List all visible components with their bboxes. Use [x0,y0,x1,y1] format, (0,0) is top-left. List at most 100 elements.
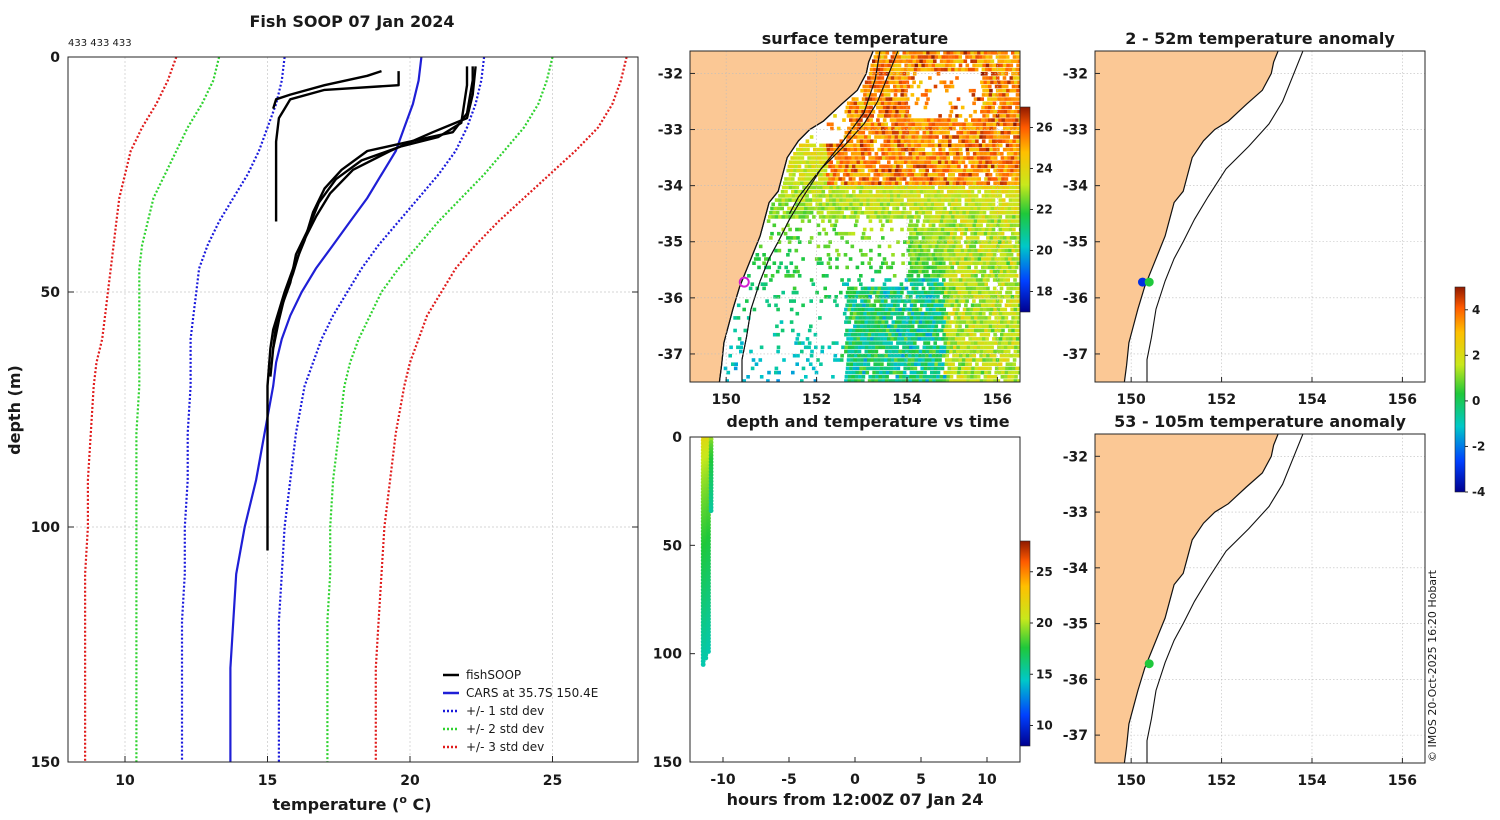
surface-sst-pixel [803,181,807,185]
surface-sst-pixel [972,320,977,324]
timeseries-point [706,577,711,583]
surface-sst-pixel [991,227,996,232]
surface-sst-pixel [837,156,842,160]
surface-sst-pixel [920,257,924,261]
surface-sst-pixel [947,84,951,89]
anomaly-shallow-isobath [1146,51,1304,382]
surface-sst-pixel [886,105,890,110]
surface-sst-pixel [1016,299,1020,303]
surface-sst-pixel [883,173,888,177]
surface-sst-pixel [993,152,997,156]
surface-sst-pixel [936,219,940,223]
surface-sst-pixel [875,80,879,85]
surface-sst-pixel [883,202,887,207]
surface-sst-pixel [975,173,979,177]
surface-sst-pixel [856,358,861,362]
surface-sst-pixel [944,198,948,202]
surface-sst-pixel [942,210,946,215]
timeseries-point [706,512,711,518]
surface-sst-pixel [985,76,990,80]
surface-sst-pixel [1017,152,1020,156]
surface-sst-pixel [989,353,994,358]
surface-sst-pixel [889,118,894,122]
surface-sst-pixel [970,328,975,333]
surface-sst-pixel [934,67,938,72]
surface-sst-pixel [957,215,962,219]
surface-sst-pixel [1017,168,1020,173]
surface-sst-pixel [788,185,793,190]
surface-sst-pixel [887,185,891,190]
profile-fish-cast-1 [272,69,382,110]
surface-sst-pixel [937,362,942,366]
surface-sst-pixel [972,101,976,106]
surface-sst-pixel [958,173,962,177]
surface-sst-pixel [885,206,890,211]
surface-sst-pixel [926,341,931,345]
surface-sst-pixel [757,265,761,270]
surface-sst-pixel [974,194,979,198]
surface-sst-pixel [982,63,986,68]
surface-sst-pixel [967,265,971,270]
surface-sst-pixel [998,215,1003,219]
surface-sst-pixel [813,152,818,156]
surface-sst-pixel [884,332,889,337]
surface-sst-pixel [1016,147,1020,152]
profile-panel: Fish SOOP 07 Jan 2024 433 433 433 10 15 20… [5,12,639,814]
surface-sst-pixel [866,366,870,371]
surface-sst-pixel [1006,126,1010,131]
surface-sst-pixel [1016,210,1020,215]
surface-sst-pixel [930,240,934,244]
surface-sst-pixel [954,198,959,202]
surface-sst-pixel [1010,345,1015,350]
surface-sst-pixel [824,295,828,299]
surface-sst-pixel [885,97,890,101]
surface-map [690,51,1020,382]
surface-sst-pixel [959,181,963,185]
anomaly-shallow-xtick-label: 150 [1117,392,1146,408]
surface-sst-pixel [962,353,966,358]
surface-sst-pixel [970,370,975,375]
surface-sst-pixel [884,135,888,139]
surface-sst-pixel [847,379,852,382]
surface-sst-pixel [844,307,848,312]
surface-sst-pixel [868,164,873,169]
surface-sst-pixel [915,295,920,299]
surface-sst-pixel [852,303,856,308]
surface-sst-pixel [991,198,996,202]
surface-sst-pixel [968,215,972,219]
surface-sst-pixel [871,156,876,160]
legend-label-cars: CARS at 35.7S 150.4E [466,686,598,700]
surface-sst-pixel [941,160,945,164]
surface-sst-pixel [931,324,935,329]
surface-sst-pixel [897,160,901,164]
surface-sst-pixel [839,290,843,295]
surface-sst-pixel [940,202,945,207]
surface-sst-pixel [944,324,949,329]
surface-sst-pixel [820,210,824,215]
surface-sst-pixel [807,189,812,194]
surface-sst-pixel [1012,173,1017,177]
surface-sst-pixel [987,265,992,270]
surface-sst-pixel [874,168,879,173]
surface-sst-pixel [932,345,937,350]
surface-sst-pixel [872,84,877,89]
surface-sst-pixel [934,290,938,295]
surface-sst-pixel [889,189,893,194]
surface-sst-pixel [939,80,943,85]
surface-sst-pixel [974,215,979,219]
surface-sst-pixel [852,370,856,375]
surface-sst-pixel [938,210,943,215]
surface-sst-pixel [953,282,958,286]
surface-sst-pixel [1003,349,1008,354]
anomaly-deep-ticks: 150 152 154 156-32-33-34-35-36-37 [1063,449,1417,789]
surface-sst-pixel [986,130,991,135]
legend-label-std3: +/- 3 std dev [466,740,544,754]
surface-sst-pixel [955,114,959,118]
surface-sst-pixel [965,299,969,303]
surface-sst-pixel [978,202,982,207]
surface-sst-pixel [845,164,849,169]
surface-sst-pixel [873,67,877,72]
surface-sst-pixel [920,324,925,329]
surface-sst-pixel [786,236,790,240]
surface-sst-pixel [918,307,923,312]
